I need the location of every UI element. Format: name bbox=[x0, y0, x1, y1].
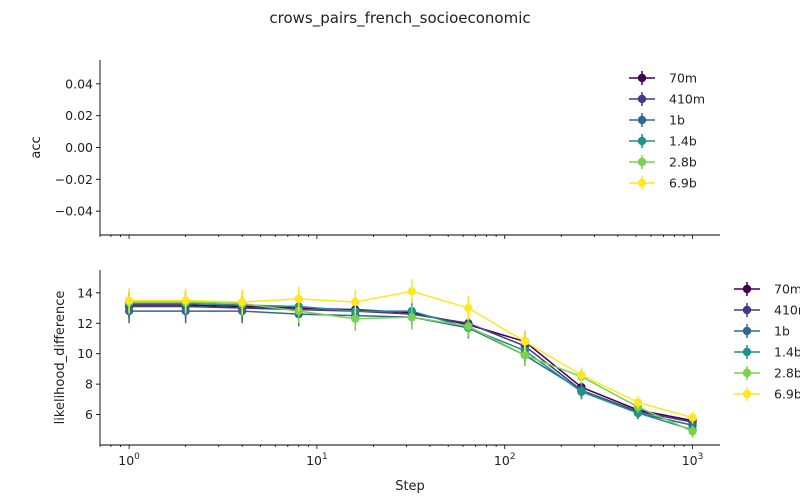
series-1p4b bbox=[124, 291, 697, 436]
legend-marker bbox=[637, 94, 647, 104]
x-tick-label-exponent: 0 bbox=[134, 452, 140, 462]
series-line-1b bbox=[129, 310, 693, 426]
data-point bbox=[237, 297, 247, 307]
legend-marker bbox=[742, 347, 752, 357]
data-point bbox=[520, 351, 530, 360]
x-tick-label-base: 10 bbox=[118, 453, 134, 468]
legend-item-1b: 1b bbox=[629, 113, 685, 128]
legend-label: 410m bbox=[669, 92, 705, 107]
data-point bbox=[633, 398, 643, 407]
legend-marker bbox=[637, 115, 647, 125]
legend-marker bbox=[742, 305, 752, 315]
y-axis-label: acc bbox=[29, 136, 44, 158]
data-point bbox=[181, 296, 190, 305]
legend-marker bbox=[637, 157, 647, 167]
x-tick-label: 102 bbox=[494, 452, 516, 468]
legend-label: 1b bbox=[669, 113, 685, 128]
data-point bbox=[464, 322, 473, 331]
y-tick-label: 14 bbox=[77, 285, 93, 300]
y-tick-label: 10 bbox=[77, 346, 93, 361]
x-tick-label-base: 10 bbox=[306, 453, 322, 468]
x-tick-label: 101 bbox=[306, 452, 328, 468]
legend-item-70m: 70m bbox=[734, 282, 800, 297]
y-tick-label: 12 bbox=[77, 316, 93, 331]
data-point bbox=[464, 303, 473, 313]
legend-marker bbox=[637, 73, 647, 83]
data-point bbox=[351, 314, 360, 323]
legend-marker bbox=[742, 326, 752, 336]
legend-label: 70m bbox=[669, 71, 697, 86]
y-tick-label: −0.04 bbox=[55, 204, 93, 219]
data-point bbox=[688, 427, 697, 436]
legend-label: 1.4b bbox=[774, 345, 800, 360]
legend-label: 6.9b bbox=[774, 387, 800, 402]
data-point bbox=[294, 294, 303, 304]
data-point bbox=[688, 413, 697, 422]
data-point bbox=[577, 370, 586, 380]
y-tick-label: 0.00 bbox=[65, 140, 93, 155]
legend: 70m 410m 1b 1.4b 2.8b 6.9b bbox=[734, 282, 800, 402]
x-tick-label-base: 10 bbox=[682, 453, 698, 468]
data-point bbox=[351, 297, 360, 307]
data-point bbox=[520, 337, 530, 346]
data-point bbox=[407, 312, 416, 322]
x-tick-label: 100 bbox=[118, 452, 140, 468]
x-tick-label-exponent: 2 bbox=[510, 452, 516, 462]
legend-label: 70m bbox=[774, 282, 800, 297]
legend-marker bbox=[742, 389, 752, 399]
y-tick-label: 0.02 bbox=[65, 108, 93, 123]
y-tick-label: 6 bbox=[85, 407, 93, 422]
chart-title: crows_pairs_french_socioeconomic bbox=[269, 9, 530, 28]
legend-marker bbox=[742, 368, 752, 378]
y-axis-label: likelihood_difference bbox=[53, 291, 68, 425]
series-line-1p4b bbox=[129, 302, 693, 431]
legend-marker bbox=[742, 284, 752, 294]
x-tick-label-base: 10 bbox=[494, 453, 510, 468]
legend-item-6p9b: 6.9b bbox=[629, 176, 697, 191]
series-line-70m bbox=[129, 304, 693, 422]
legend-marker bbox=[637, 136, 647, 146]
legend-label: 1.4b bbox=[669, 134, 697, 149]
x-tick-label-exponent: 1 bbox=[322, 452, 328, 462]
x-tick-label-exponent: 3 bbox=[698, 452, 704, 462]
x-axis-label: Step bbox=[395, 479, 425, 494]
series-line-2p8b bbox=[129, 301, 693, 432]
legend-item-2p8b: 2.8b bbox=[629, 155, 697, 170]
legend-label: 1b bbox=[774, 324, 790, 339]
legend-marker bbox=[637, 178, 647, 188]
y-tick-label: −0.02 bbox=[55, 172, 93, 187]
legend-label: 2.8b bbox=[774, 366, 800, 381]
x-tick-label: 103 bbox=[682, 452, 704, 468]
legend-item-410m: 410m bbox=[734, 303, 800, 318]
legend-label: 6.9b bbox=[669, 176, 697, 191]
data-point bbox=[124, 296, 134, 305]
data-point bbox=[407, 287, 416, 296]
data-point bbox=[577, 387, 586, 396]
acc-subplot: 0.04 0.02 0.00 −0.02 −0.04 acc 70m 410m 1b 1.4b 2.… bbox=[29, 60, 720, 239]
y-tick-label: 0.04 bbox=[65, 76, 93, 91]
legend-item-1p4b: 1.4b bbox=[629, 134, 697, 149]
legend-item-6p9b: 6.9b bbox=[734, 387, 800, 402]
legend-label: 2.8b bbox=[669, 155, 697, 170]
legend-item-1b: 1b bbox=[734, 324, 790, 339]
legend-item-410m: 410m bbox=[629, 92, 705, 107]
legend: 70m 410m 1b 1.4b 2.8b 6.9b bbox=[629, 71, 705, 191]
legend-item-70m: 70m bbox=[629, 71, 697, 86]
series-6p9b bbox=[124, 279, 697, 424]
series-line-410m bbox=[129, 305, 693, 423]
legend-item-2p8b: 2.8b bbox=[734, 366, 800, 381]
y-tick-label: 8 bbox=[85, 377, 93, 392]
legend-item-1p4b: 1.4b bbox=[734, 345, 800, 360]
legend-label: 410m bbox=[774, 303, 800, 318]
